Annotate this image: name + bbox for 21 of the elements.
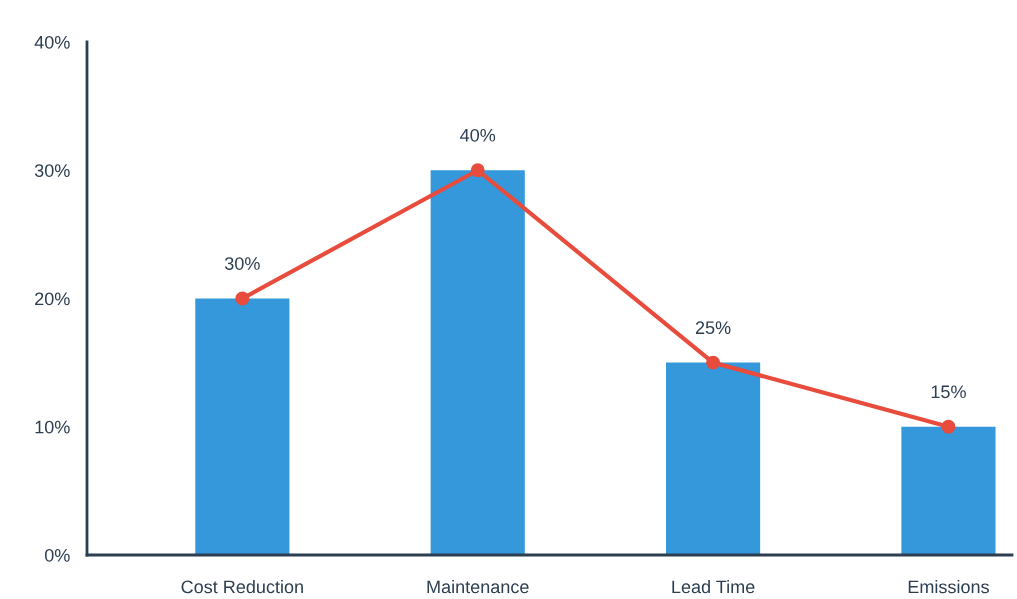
bar [666,362,761,555]
x-tick-label: Emissions [908,580,989,594]
bar [195,298,290,555]
y-tick-label: 20% [35,292,70,306]
y-tick-label: 40% [34,35,70,49]
y-tick-label: 30% [34,164,70,177]
y-tick-label: 10% [35,420,70,434]
y-tick-label: 0% [44,548,70,562]
x-tick-label: Cost Reduction [181,580,303,594]
point [235,291,250,306]
point [941,419,956,434]
annotation: 30% [224,257,260,270]
annotation: 25% [695,321,731,335]
point [706,355,721,370]
bar [430,170,525,555]
x-tick-label: Maintenance [427,580,529,594]
bar [901,426,996,555]
annotation: 40% [460,128,496,142]
x-tick-label: Lead Time [672,580,755,594]
annotation: 15% [931,385,966,399]
point [470,163,485,178]
